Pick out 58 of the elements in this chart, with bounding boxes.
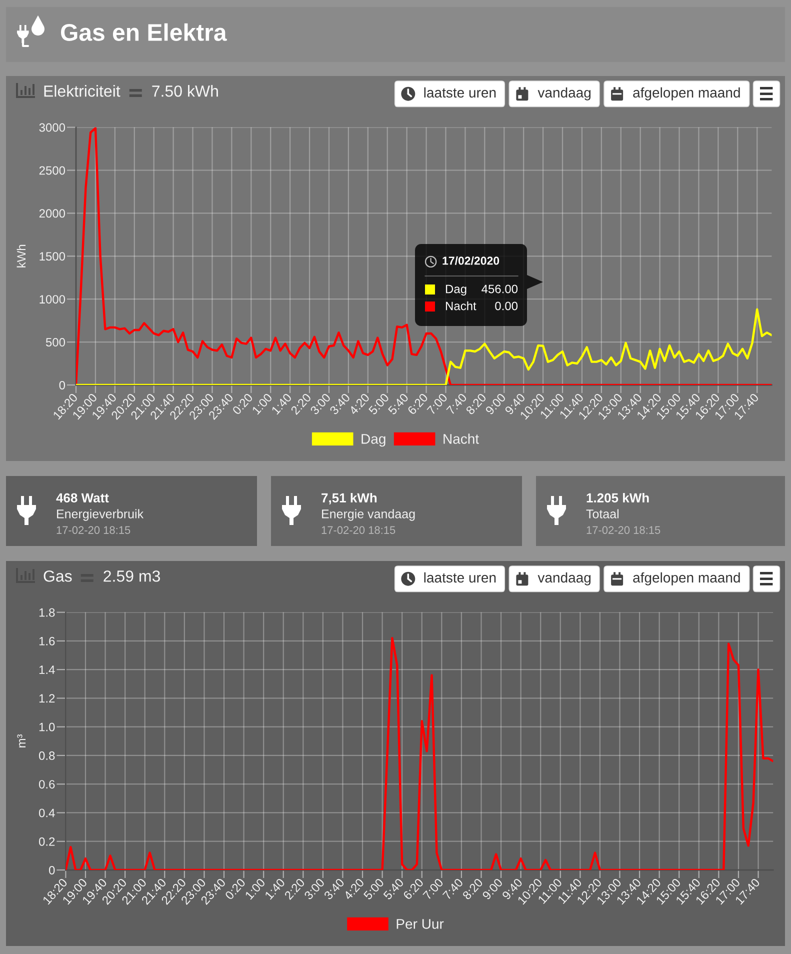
text: vandaag [538,87,591,100]
annotation: 17/02/2020 [442,256,500,265]
legend-label: Nacht [444,434,479,444]
y-axis-title: kWh [16,244,26,268]
text: vandaag [538,572,591,586]
x-tick-label: 4:20 [348,392,370,416]
legend-label: Per Uur [396,919,444,929]
y-tick-label: 2500 [39,166,66,175]
y-tick-label: 0.4 [38,808,55,818]
y-tick-label: 1.8 [39,608,55,617]
y-tick-label: 2000 [39,209,66,218]
annotation: 456.00 [482,284,518,294]
y-tick-label: 0.6 [38,780,55,789]
x-tick-label: 0:20 [224,878,246,900]
y-tick-label: 3000 [39,123,66,132]
x-tick-label: 0:20 [232,392,254,416]
text: 17-02-20 18:15 [322,526,396,534]
y-tick-label: 1.6 [39,636,55,646]
y-tick-label: 1.4 [39,666,55,674]
x-tick-label: 4:20 [343,878,365,900]
x-tick-label: 7:40 [446,392,468,416]
y-tick-label: 0.8 [38,751,55,760]
y-tick-label: 1000 [40,295,66,304]
text: 17-02-20 18:15 [586,526,660,534]
y-tick-label: 500 [46,338,66,347]
y-tick-label: 1.0 [39,722,55,732]
line-series [76,127,772,385]
text: Gas en Elektra [60,23,227,41]
legend-label: Dag [362,434,386,447]
y-tick-label: 0 [48,866,55,874]
y-axis-title: m³ [17,734,26,748]
chart-title: Elektriciteit [44,85,120,97]
y-tick-label: 0 [59,380,66,390]
text: afgelopen maand [633,87,740,100]
y-tick-label: 0.2 [38,837,55,846]
y-tick-label: 1.2 [39,694,55,703]
x-tick-label: 6:20 [402,878,424,900]
text: 7,51 kWh [322,492,377,504]
x-tick-label: 7:00 [426,392,448,416]
x-tick-label: 6:20 [407,392,428,416]
annotation: Dag [446,284,466,296]
annotation: 0.00 [495,302,518,310]
text: laatste uren [424,572,496,583]
chart-title: Gas [44,570,72,582]
text: afgelopen maand [633,572,740,586]
text: Energieverbruik [57,509,144,521]
text: 468 Watt [56,493,109,502]
x-tick-label: 7:40 [442,878,464,900]
chart-subtitle: 2.59 m3 [104,570,160,582]
chart-subtitle: 7.50 kWh [152,85,218,97]
y-tick-label: 1500 [40,252,66,261]
text: laatste uren [424,87,496,98]
annotation: Nacht [446,301,476,310]
text: Totaal [586,509,619,518]
text: Energie vandaag [322,509,415,521]
x-tick-label: 7:00 [422,878,444,900]
text: 1.205 kWh [586,492,649,502]
text: 17-02-20 18:15 [56,526,130,534]
